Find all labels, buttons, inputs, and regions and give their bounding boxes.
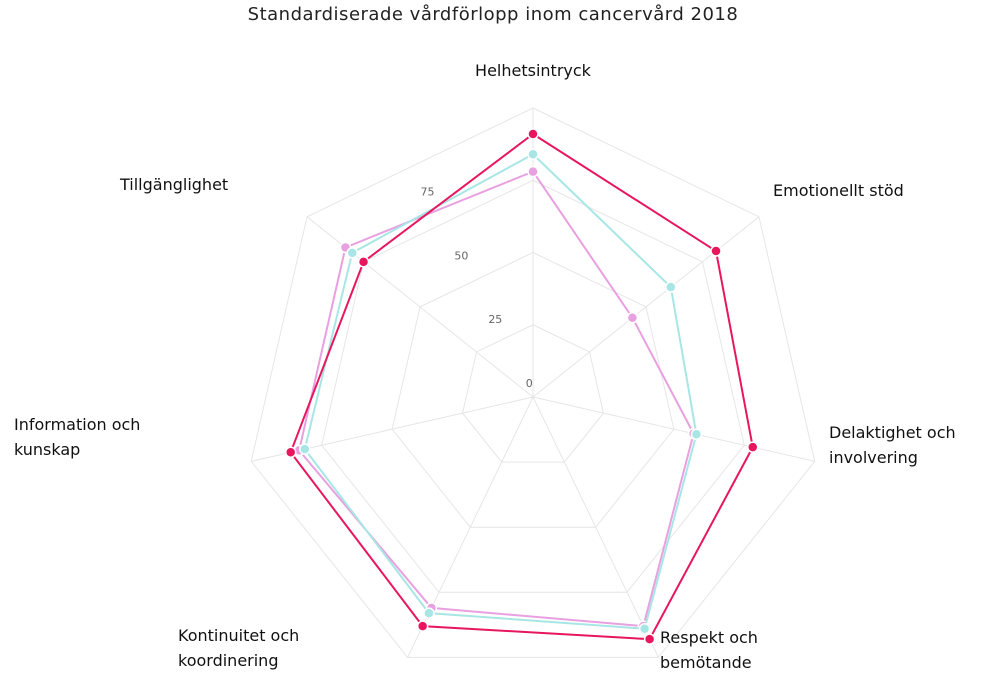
data-point [357, 256, 370, 268]
data-point [690, 428, 703, 441]
data-point [665, 281, 677, 293]
grid-ring [462, 324, 604, 463]
data-point [299, 443, 311, 455]
r-tick-label: 0 [526, 377, 533, 390]
data-point [643, 633, 656, 645]
axis-label: Delaktighet och involvering [829, 423, 956, 467]
data-point [284, 446, 297, 459]
series-line [289, 132, 754, 641]
spoke [532, 396, 815, 462]
series-line [303, 153, 698, 630]
r-tick-label: 75 [420, 186, 434, 199]
spoke [532, 216, 760, 398]
data-point [527, 165, 539, 178]
axis-label: Emotionellt stöd [773, 181, 904, 200]
data-point [423, 607, 435, 619]
axis-label: Tillgänglighet [120, 175, 229, 194]
data-point [346, 247, 358, 259]
chart-title: Standardiserade vårdförlopp inom cancerv… [247, 4, 739, 25]
data-point [747, 441, 759, 453]
series-line [298, 170, 695, 628]
axis-label: Respekt och bemötande [660, 628, 758, 672]
data-point [416, 620, 429, 632]
r-tick-label: 50 [454, 249, 468, 262]
data-point [626, 311, 639, 324]
data-point [527, 128, 539, 140]
grid-ring [250, 107, 816, 658]
data-point [638, 622, 651, 635]
data-point [527, 148, 539, 160]
axis-label: Information och kunskap [14, 415, 141, 459]
spoke [306, 216, 534, 398]
r-tick-label: 25 [488, 313, 502, 326]
axis-label: Kontinuitet och koordinering [178, 626, 300, 670]
spoke [532, 396, 659, 658]
grid-ring [391, 251, 675, 528]
data-point [710, 245, 722, 257]
grid-ring [321, 179, 745, 593]
axis-label: Helhetsintryck [475, 61, 591, 80]
